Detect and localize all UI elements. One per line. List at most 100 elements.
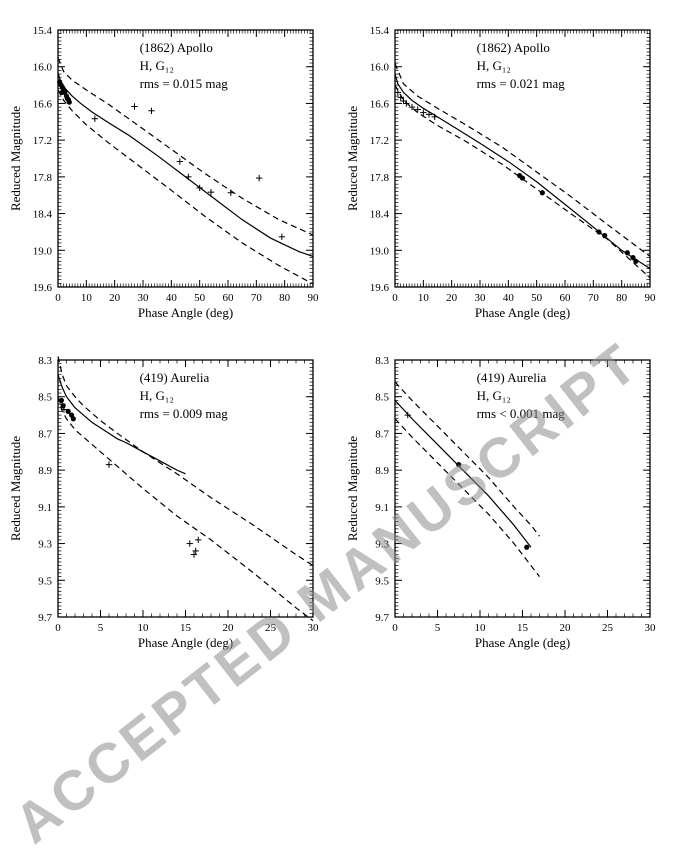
xtick-label: 30: [645, 622, 657, 634]
plot-frame: [395, 30, 650, 287]
xtick-label: 15: [180, 622, 192, 634]
ytick-label: 8.3: [38, 355, 52, 367]
xtick-label: 60: [560, 292, 572, 304]
xtick-label: 90: [645, 292, 657, 304]
xtick-label: 30: [308, 622, 320, 634]
xtick-label: 40: [503, 292, 515, 304]
data-point-dot: [602, 233, 607, 238]
ylabel: Reduced Magnitude: [345, 106, 360, 211]
curve: [395, 419, 540, 577]
ytick-label: 17.2: [33, 135, 52, 147]
ytick-label: 8.5: [375, 392, 389, 404]
xtick-label: 25: [602, 622, 614, 634]
ytick-label: 8.5: [38, 392, 52, 404]
curve: [395, 64, 650, 257]
curve: [58, 73, 313, 257]
xtick-label: 50: [531, 292, 543, 304]
xtick-label: 60: [223, 292, 235, 304]
ytick-label: 8.7: [38, 428, 52, 440]
data-point-dot: [596, 229, 601, 234]
ytick-label: 19.6: [370, 282, 390, 294]
xtick-label: 5: [435, 622, 441, 634]
plot-frame: [395, 360, 650, 617]
data-point-dot: [520, 175, 525, 180]
ytick-label: 9.1: [375, 502, 389, 514]
xlabel: Phase Angle (deg): [138, 305, 233, 320]
ytick-label: 19.0: [33, 245, 53, 257]
ytick-label: 8.9: [375, 465, 389, 477]
annotation-text: (419) Aurelia: [140, 370, 210, 385]
annotation-text: rms = 0.015 mag: [140, 76, 229, 91]
xtick-label: 15: [517, 622, 529, 634]
ytick-label: 8.9: [38, 465, 52, 477]
ytick-label: 9.5: [375, 575, 389, 587]
plot-frame: [58, 30, 313, 287]
xtick-label: 10: [81, 292, 93, 304]
annotation-text: H, G₁₂: [477, 388, 511, 403]
annotation-text: (1862) Apollo: [477, 40, 550, 55]
ytick-label: 9.7: [38, 612, 52, 624]
xtick-label: 5: [98, 622, 104, 634]
xtick-label: 20: [223, 622, 235, 634]
ytick-label: 18.4: [370, 209, 390, 221]
ytick-label: 9.1: [38, 502, 52, 514]
data-point-dot: [625, 250, 630, 255]
ytick-label: 16.0: [370, 62, 390, 74]
xtick-label: 70: [588, 292, 600, 304]
curve: [58, 397, 313, 621]
xtick-label: 20: [560, 622, 572, 634]
data-point-dot: [67, 100, 72, 105]
ylabel: Reduced Magnitude: [345, 436, 360, 541]
annotation-text: H, G₁₂: [477, 58, 511, 73]
xtick-label: 70: [251, 292, 263, 304]
ytick-label: 15.4: [370, 25, 390, 37]
ytick-label: 18.4: [33, 209, 53, 221]
xtick-label: 25: [265, 622, 277, 634]
xtick-label: 30: [475, 292, 487, 304]
xtick-label: 40: [166, 292, 178, 304]
ytick-label: 9.5: [38, 575, 52, 587]
curve: [395, 74, 650, 269]
ytick-label: 19.6: [33, 282, 53, 294]
ytick-label: 19.0: [370, 245, 390, 257]
annotation-text: rms = 0.009 mag: [140, 406, 229, 421]
annotation-text: H, G₁₂: [140, 58, 174, 73]
xtick-label: 50: [194, 292, 206, 304]
curve: [58, 356, 313, 565]
curve: [395, 400, 531, 547]
ytick-label: 17.8: [370, 172, 390, 184]
ytick-label: 9.3: [375, 539, 389, 551]
annotation-text: (1862) Apollo: [140, 40, 213, 55]
ytick-label: 16.6: [370, 98, 390, 110]
data-point-dot: [524, 545, 529, 550]
annotation-text: (419) Aurelia: [477, 370, 547, 385]
xlabel: Phase Angle (deg): [475, 635, 570, 650]
annotation-text: H, G₁₂: [140, 388, 174, 403]
plot-frame: [58, 360, 313, 617]
xtick-label: 0: [392, 622, 398, 634]
xtick-label: 0: [55, 622, 61, 634]
xtick-label: 90: [308, 292, 320, 304]
data-point-dot: [456, 462, 461, 467]
xtick-label: 10: [418, 292, 430, 304]
xtick-label: 20: [109, 292, 121, 304]
ytick-label: 17.2: [370, 135, 389, 147]
data-point-dot: [540, 190, 545, 195]
ytick-label: 8.7: [375, 428, 389, 440]
xtick-label: 80: [279, 292, 291, 304]
xtick-label: 0: [392, 292, 398, 304]
xtick-label: 20: [446, 292, 458, 304]
xlabel: Phase Angle (deg): [475, 305, 570, 320]
annotation-text: rms = 0.021 mag: [477, 76, 566, 91]
ytick-label: 8.3: [375, 355, 389, 367]
ylabel: Reduced Magnitude: [8, 106, 23, 211]
xtick-label: 80: [616, 292, 628, 304]
xtick-label: 10: [475, 622, 487, 634]
ytick-label: 16.0: [33, 62, 53, 74]
annotation-text: rms < 0.001 mag: [477, 406, 566, 421]
ytick-label: 16.6: [33, 98, 53, 110]
data-point-dot: [59, 398, 64, 403]
data-point-dot: [71, 416, 76, 421]
xlabel: Phase Angle (deg): [138, 635, 233, 650]
ytick-label: 15.4: [33, 25, 53, 37]
